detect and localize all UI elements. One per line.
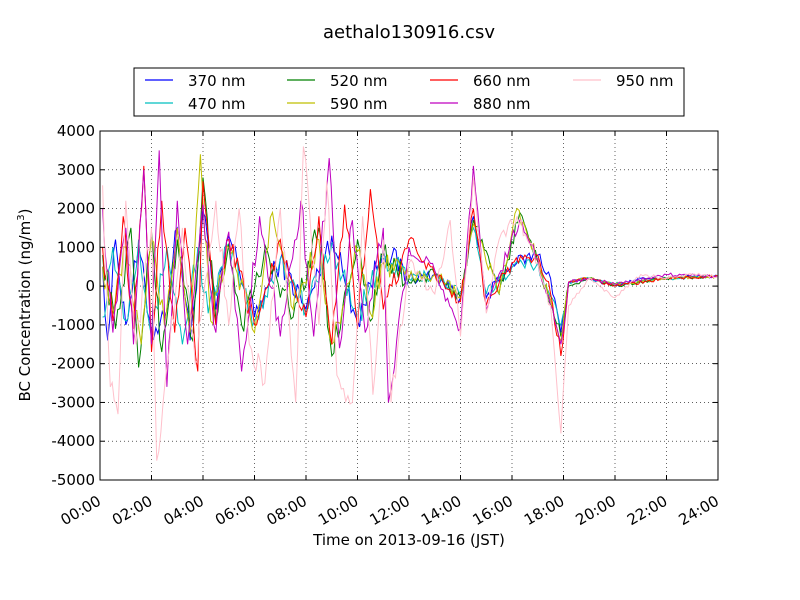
x-tick-label: 18:00 [521,492,567,529]
y-tick-label: -2000 [51,355,95,373]
legend-box [133,67,685,117]
series-line-950-nm [102,146,719,461]
x-tick-label: 20:00 [573,492,619,529]
legend-label: 370 nm [188,72,246,90]
y-tick-label: 3000 [57,161,95,179]
legend-label: 470 nm [188,95,246,113]
y-tick-label: -1000 [51,316,95,334]
legend-label: 950 nm [616,72,674,90]
chart-title: aethalo130916.csv [323,22,495,43]
legend: 370 nm 470 nm 520 nm 590 nm 660 nm 880 nm 950 … [133,67,685,117]
x-tick-label: 10:00 [315,492,361,529]
x-tick-label: 08:00 [264,492,310,529]
y-axis-label-main: BC Concentration (ng/m [16,221,34,402]
series-line-590-nm [102,154,719,346]
x-tick-label: 06:00 [212,492,258,529]
legend-label: 520 nm [330,72,388,90]
y-axis-label: BC Concentration (ng/m3) [16,209,34,402]
x-tick-label: 02:00 [109,492,155,529]
y-tick-label: -5000 [51,471,95,489]
legend-label: 880 nm [473,95,531,113]
series-line-880-nm [102,150,719,403]
x-tick-label: 04:00 [161,492,207,529]
x-tick-label: 24:00 [676,492,722,529]
series-line-660-nm [102,165,719,372]
x-tick-label: 14:00 [418,492,464,529]
series-line-370-nm [102,210,719,341]
series-lines [102,146,719,461]
y-tick-label: 0 [85,277,95,295]
y-axis-label-end: ) [16,209,34,215]
x-tick-label: 00:00 [58,492,104,529]
legend-label: 660 nm [473,72,531,90]
y-axis-ticks: -5000 -4000 -3000 -2000 -1000 0 1000 2000 3000 40… [51,122,718,489]
x-axis-label: Time on 2013-09-16 (JST) [312,531,505,549]
y-tick-label: -4000 [51,432,95,450]
x-tick-label: 12:00 [367,492,413,529]
y-tick-label: 2000 [57,200,95,218]
x-tick-label: 22:00 [624,492,670,529]
x-tick-label: 16:00 [470,492,516,529]
y-tick-label: 4000 [57,122,95,140]
legend-label: 590 nm [330,95,388,113]
y-tick-label: -3000 [51,393,95,411]
y-tick-label: 1000 [57,238,95,256]
y-axis-label-sup: 3 [16,214,27,220]
